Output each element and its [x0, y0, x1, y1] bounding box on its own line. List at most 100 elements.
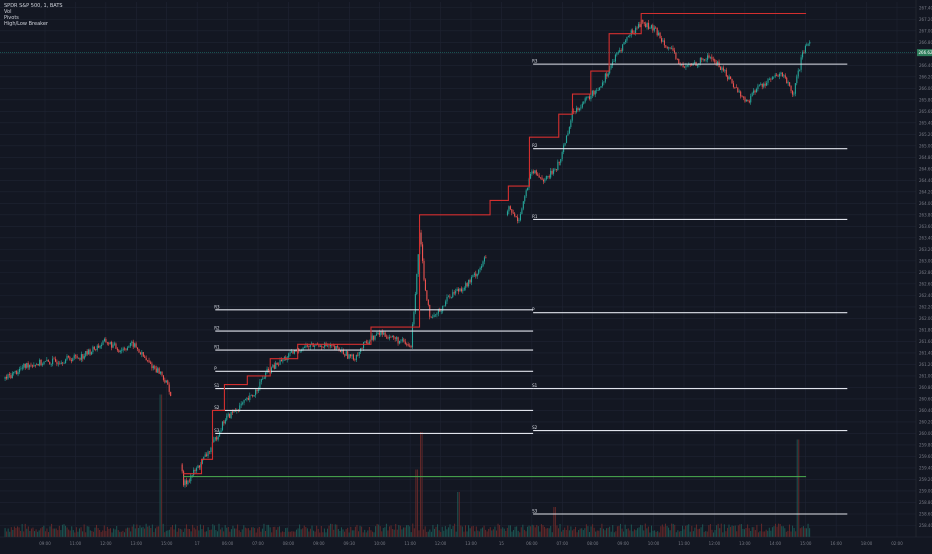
- candle-body: [305, 345, 306, 347]
- volume-bar: [310, 529, 311, 537]
- volume-bar: [687, 525, 688, 537]
- volume-bar: [341, 527, 342, 537]
- time-tick-label: 17: [195, 541, 201, 546]
- price-tick-label: 266.40: [919, 63, 932, 68]
- candle-body: [661, 38, 662, 42]
- volume-bar: [256, 532, 257, 537]
- candle-body: [626, 37, 627, 40]
- volume-bar: [335, 524, 336, 537]
- volume-bar: [453, 526, 454, 537]
- candle-body: [534, 170, 535, 173]
- candle-body: [446, 297, 447, 301]
- candle-body: [143, 352, 144, 356]
- volume-bar: [570, 526, 571, 537]
- volume-bar: [425, 526, 426, 537]
- volume-bar: [119, 532, 120, 537]
- candle-body: [136, 343, 137, 347]
- candle-body: [684, 67, 685, 68]
- volume-bar: [679, 532, 680, 537]
- volume-bar: [15, 528, 16, 537]
- price-tick-label: 261.80: [919, 327, 932, 332]
- candle-body: [120, 351, 121, 352]
- volume-bar: [88, 527, 89, 537]
- candle-body: [737, 87, 738, 92]
- volume-bar: [338, 529, 339, 537]
- candle-body: [357, 355, 358, 356]
- candle-body: [372, 336, 373, 340]
- time-tick-label: 09:00: [313, 541, 325, 546]
- candle-body: [42, 364, 43, 365]
- legend-symbol[interactable]: SPDR S&P 500, 1, BATS: [4, 3, 63, 9]
- volume-bar: [276, 530, 277, 537]
- price-tick-label: 267.40: [919, 5, 932, 10]
- candle-body: [169, 385, 170, 392]
- candle-body: [675, 53, 676, 59]
- candle-body: [77, 356, 78, 358]
- volume-bar: [521, 527, 522, 537]
- candle-body: [480, 268, 481, 270]
- volume-bar: [322, 532, 323, 537]
- candle-body: [248, 398, 249, 400]
- volume-bar: [31, 528, 32, 537]
- volume-bar: [732, 526, 733, 537]
- price-tick-label: 259.60: [919, 454, 932, 459]
- candle-body: [517, 217, 518, 221]
- legend-study-breaker[interactable]: High/Low Breaker: [4, 21, 63, 27]
- volume-bar: [746, 528, 747, 537]
- volume-bar: [653, 531, 654, 537]
- volume-bar: [431, 532, 432, 537]
- volume-bar: [561, 532, 562, 537]
- candle-body: [160, 372, 161, 374]
- candle-body: [68, 356, 69, 357]
- candle-body: [592, 91, 593, 96]
- volume-bar: [71, 526, 72, 537]
- volume-bar: [685, 526, 686, 537]
- candle-body: [97, 346, 98, 350]
- candle-body: [765, 84, 766, 86]
- candle-body: [245, 399, 246, 400]
- candle-body: [746, 100, 747, 102]
- candle-body: [159, 368, 160, 373]
- volume-bar: [724, 524, 725, 537]
- volume-bar: [601, 524, 602, 537]
- volume-bar: [141, 528, 142, 537]
- candle-body: [546, 176, 547, 179]
- volume-bar: [316, 526, 317, 537]
- candle-body: [691, 65, 692, 66]
- volume-bar: [243, 525, 244, 537]
- candle-body: [585, 98, 586, 101]
- candle-body: [192, 475, 193, 476]
- volume-bar: [800, 528, 801, 537]
- volume-bar: [22, 524, 23, 537]
- volume-bar: [634, 529, 635, 537]
- candle-body: [707, 55, 708, 60]
- volume-bar: [228, 527, 229, 537]
- candle-body: [475, 274, 476, 277]
- candle-body: [570, 121, 571, 127]
- volume-bar: [705, 531, 706, 537]
- volume-bar: [612, 525, 613, 537]
- volume-bar: [556, 525, 557, 537]
- candle-body: [767, 79, 768, 83]
- price-tick-label: 267.20: [919, 17, 932, 22]
- candle-body: [644, 22, 645, 23]
- volume-bar: [635, 530, 636, 537]
- candle-body: [46, 360, 47, 361]
- volume-bar: [804, 528, 805, 537]
- volume-bar: [722, 532, 723, 537]
- candle-body: [249, 395, 250, 400]
- candle-body: [435, 315, 436, 316]
- candle-body: [90, 350, 91, 355]
- volume-bar: [448, 527, 449, 537]
- candle-body: [743, 97, 744, 98]
- volume-bar: [663, 526, 664, 537]
- volume-bar: [73, 530, 74, 537]
- candle-body: [611, 65, 612, 68]
- volume-bar: [281, 532, 282, 537]
- candle-body: [760, 84, 761, 85]
- candle-body: [336, 346, 337, 349]
- volume-bar: [449, 524, 450, 537]
